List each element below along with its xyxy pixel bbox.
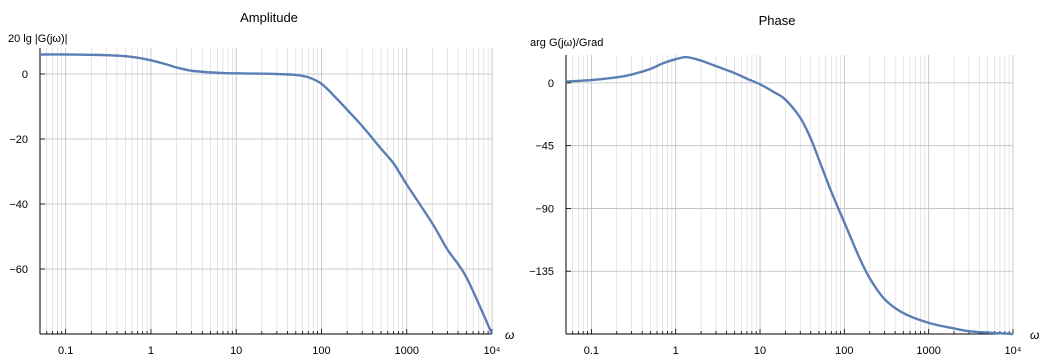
phase-y-tick-label: 0 <box>548 78 554 90</box>
amplitude-chart-title: Amplitude <box>240 10 298 25</box>
amplitude-y-tick-label: −40 <box>9 199 28 211</box>
phase-x-axis-label: ω <box>1030 328 1039 342</box>
phase-chart-title: Phase <box>759 13 796 28</box>
phase-x-tick-label: 1 <box>673 345 679 357</box>
amplitude-y-axis-label: 20 lg |G(jω)| <box>8 33 68 45</box>
amplitude-y-tick-label: −60 <box>9 264 28 276</box>
phase-y-axis-label: arg G(jω)/Grad <box>530 37 603 49</box>
amplitude-chart: Amplitude 20 lg |G(jω)| ω 0.1 1 10 100 1000 1… <box>0 0 520 358</box>
phase-grid <box>565 55 1014 334</box>
phase-x-tick-label: 10 <box>754 345 766 357</box>
amplitude-chart-svg: Amplitude 20 lg |G(jω)| ω 0.1 1 10 100 1000 1… <box>8 10 514 357</box>
amplitude-x-tick-label: 1 <box>148 345 154 357</box>
phase-x-tick-label: 100 <box>835 345 853 357</box>
amplitude-x-tick-label: 100 <box>312 345 330 357</box>
amplitude-x-tick-label: 0.1 <box>58 345 73 357</box>
phase-x-tick-label: 0.1 <box>584 345 599 357</box>
phase-y-tick-label: −45 <box>535 141 554 153</box>
amplitude-y-tick-label: 0 <box>22 69 28 81</box>
phase-x-tick-label: 1000 <box>916 345 940 357</box>
amplitude-x-tick-label: 10 <box>230 345 242 357</box>
amplitude-x-tick-label: 10⁴ <box>484 345 501 357</box>
phase-y-tick-label: −135 <box>529 266 554 278</box>
amplitude-x-axis-label: ω <box>505 328 514 342</box>
phase-series-line <box>565 55 1014 336</box>
phase-chart-svg: Phase arg G(jω)/Grad ω 0.1 1 10 100 1000 10⁴ 0… <box>529 13 1039 357</box>
amplitude-grid <box>39 48 493 334</box>
phase-x-tick-label: 10⁴ <box>1005 345 1022 357</box>
amplitude-series-line <box>39 53 494 335</box>
amplitude-x-tick-label: 1000 <box>394 345 418 357</box>
phase-chart: Phase arg G(jω)/Grad ω 0.1 1 10 100 1000 10⁴ 0… <box>521 0 1043 358</box>
amplitude-y-tick-label: −20 <box>9 134 28 146</box>
phase-y-tick-label: −90 <box>535 203 554 215</box>
